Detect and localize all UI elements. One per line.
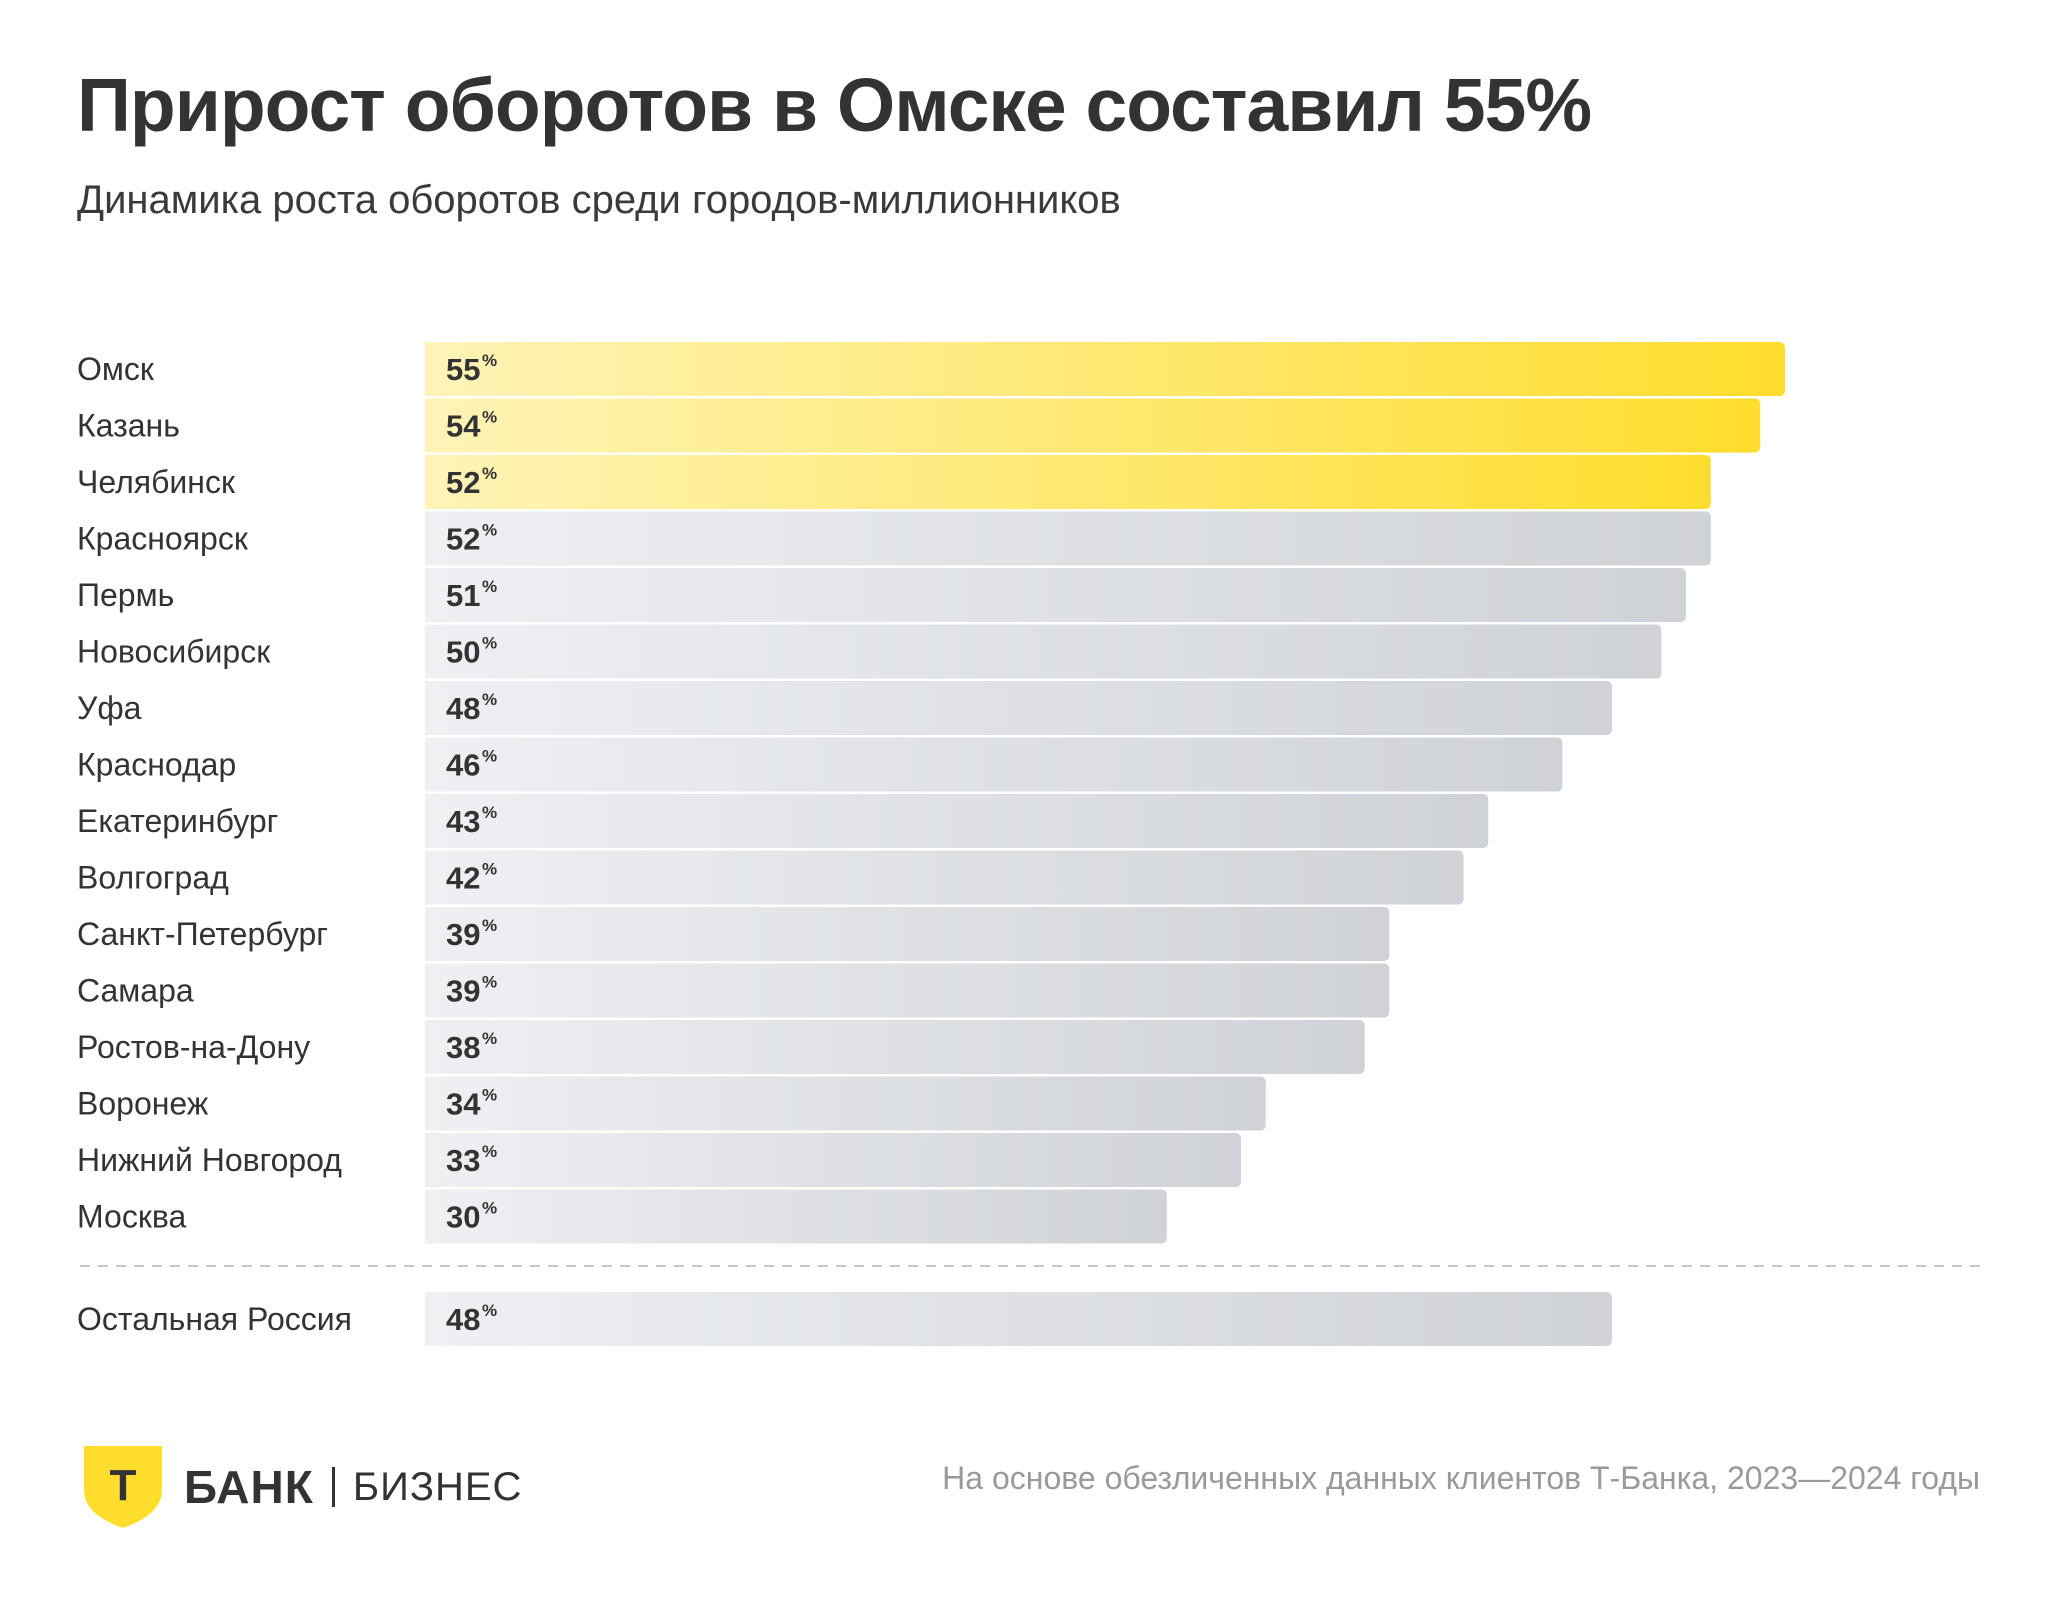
chart-title: Прирост оборотов в Омске составил 55% bbox=[77, 63, 1592, 147]
bar-row-percent-sign: % bbox=[482, 860, 497, 879]
bar-row-label: Красноярск bbox=[77, 521, 249, 557]
bar-row-bar bbox=[425, 455, 1711, 509]
bar-row-percent-sign: % bbox=[482, 577, 497, 596]
bar-row: Нижний Новгород 33% bbox=[77, 1133, 1241, 1187]
bar-row: Екатеринбург 43% bbox=[77, 794, 1489, 848]
bar-row: Омск 55% bbox=[77, 342, 1785, 396]
bar-row-value: 30 bbox=[446, 1200, 480, 1235]
bar-row-value: 33 bbox=[446, 1143, 480, 1178]
bar-row-percent-sign: % bbox=[482, 521, 497, 540]
bar-row-bar bbox=[425, 737, 1563, 792]
bar-row-bar bbox=[425, 1189, 1167, 1244]
bar-row: Челябинск 52% bbox=[77, 455, 1711, 509]
reference-row-value: 48 bbox=[446, 1302, 480, 1337]
bar-row: Уфа 48% bbox=[77, 681, 1612, 735]
bar-row-label: Ростов-на-Дону bbox=[77, 1029, 310, 1065]
bar-row-label: Санкт-Петербург bbox=[77, 916, 328, 952]
reference-row-label: Остальная Россия bbox=[77, 1301, 352, 1337]
source-note: На основе обезличенных данных клиентов Т… bbox=[942, 1460, 1980, 1496]
bar-row-percent-sign: % bbox=[482, 464, 497, 483]
bar-row-percent-sign: % bbox=[482, 634, 497, 653]
bar-row-percent-sign: % bbox=[482, 1086, 497, 1105]
bar-row: Москва 30% bbox=[77, 1189, 1167, 1244]
bar-row-value: 51 bbox=[446, 578, 480, 613]
bar-row-bar bbox=[425, 850, 1464, 905]
bar-row-label: Краснодар bbox=[77, 747, 236, 783]
logo-bank-text: БАНК bbox=[184, 1461, 314, 1513]
bar-row-value: 38 bbox=[446, 1030, 480, 1065]
tbank-business-logo: Т БАНК БИЗНЕС bbox=[80, 1444, 522, 1530]
chart-subtitle: Динамика роста оборотов среди городов-ми… bbox=[77, 178, 1121, 222]
tbank-shield-icon: Т bbox=[84, 1446, 162, 1528]
bar-row-label: Екатеринбург bbox=[77, 803, 278, 839]
bar-row: Ростов-на-Дону 38% bbox=[77, 1020, 1365, 1074]
reference-row: Остальная Россия 48% bbox=[77, 1292, 1612, 1346]
bar-row-bar bbox=[425, 794, 1489, 848]
bar-row-value: 34 bbox=[446, 1087, 481, 1122]
logo-letter: Т bbox=[110, 1461, 137, 1510]
logo-business-text: БИЗНЕС bbox=[352, 1464, 523, 1509]
bar-row: Новосибирск 50% bbox=[77, 624, 1662, 679]
bar-row-percent-sign: % bbox=[482, 408, 497, 427]
bar-row-value: 52 bbox=[446, 465, 480, 500]
bar-row-label: Самара bbox=[77, 973, 194, 1009]
bar-row-bar bbox=[425, 511, 1711, 566]
bar-row-value: 48 bbox=[446, 691, 480, 726]
bar-row-bar bbox=[425, 1133, 1241, 1187]
bar-row: Красноярск 52% bbox=[77, 511, 1711, 566]
reference-row-bar bbox=[425, 1292, 1612, 1346]
bar-row: Казань 54% bbox=[77, 398, 1761, 453]
bar-row: Волгоград 42% bbox=[77, 850, 1464, 905]
bar-row-value: 55 bbox=[446, 352, 480, 387]
bar-row-percent-sign: % bbox=[482, 803, 497, 822]
reference-row-percent-sign: % bbox=[482, 1301, 497, 1320]
bar-row-bar bbox=[425, 1020, 1365, 1074]
logo-divider bbox=[331, 1467, 335, 1507]
bar-row-bar bbox=[425, 342, 1785, 396]
bar-row-percent-sign: % bbox=[482, 747, 497, 766]
bar-row-bar bbox=[425, 681, 1612, 735]
bar-row-label: Воронеж bbox=[77, 1086, 209, 1122]
bar-row-value: 39 bbox=[446, 917, 480, 952]
bar-row: Санкт-Петербург 39% bbox=[77, 907, 1390, 961]
bar-row-value: 39 bbox=[446, 974, 480, 1009]
bar-row-value: 43 bbox=[446, 804, 480, 839]
bar-row-value: 46 bbox=[446, 748, 480, 783]
bar-row-bar bbox=[425, 963, 1390, 1018]
bar-row-percent-sign: % bbox=[482, 690, 497, 709]
bar-row-percent-sign: % bbox=[482, 916, 497, 935]
bar-row: Воронеж 34% bbox=[77, 1076, 1266, 1131]
bar-row-label: Новосибирск bbox=[77, 634, 271, 670]
bar-row-label: Омск bbox=[77, 351, 155, 387]
bar-row-bar bbox=[425, 624, 1662, 679]
bar-row-bar bbox=[425, 907, 1390, 961]
bar-row-label: Уфа bbox=[77, 690, 142, 726]
bar-row-label: Нижний Новгород bbox=[77, 1142, 342, 1178]
bar-row-label: Волгоград bbox=[77, 860, 229, 896]
bar-row: Самара 39% bbox=[77, 963, 1390, 1018]
bar-row-value: 54 bbox=[446, 409, 481, 444]
bar-row-percent-sign: % bbox=[482, 973, 497, 992]
bar-row-value: 42 bbox=[446, 861, 480, 896]
bar-row-label: Челябинск bbox=[77, 464, 236, 500]
bar-row-bar bbox=[425, 398, 1761, 453]
bar-row-percent-sign: % bbox=[482, 1199, 497, 1218]
bar-row-label: Казань bbox=[77, 408, 180, 444]
bar-row-percent-sign: % bbox=[482, 351, 497, 370]
bar-row-percent-sign: % bbox=[482, 1142, 497, 1161]
bar-row-bar bbox=[425, 1076, 1266, 1131]
bar-chart: Омск 55 % Казань 54 % Челябинск 52 % Красноярск 52… bbox=[77, 342, 1985, 1346]
bar-row-bar bbox=[425, 568, 1687, 622]
bar-row: Пермь 51% bbox=[77, 568, 1687, 622]
bar-row-value: 52 bbox=[446, 522, 480, 557]
bar-row-label: Москва bbox=[77, 1199, 186, 1235]
bar-row-label: Пермь bbox=[77, 577, 174, 613]
bar-row: Краснодар 46% bbox=[77, 737, 1563, 792]
bar-row-value: 50 bbox=[446, 635, 480, 670]
bar-row-percent-sign: % bbox=[482, 1029, 497, 1048]
